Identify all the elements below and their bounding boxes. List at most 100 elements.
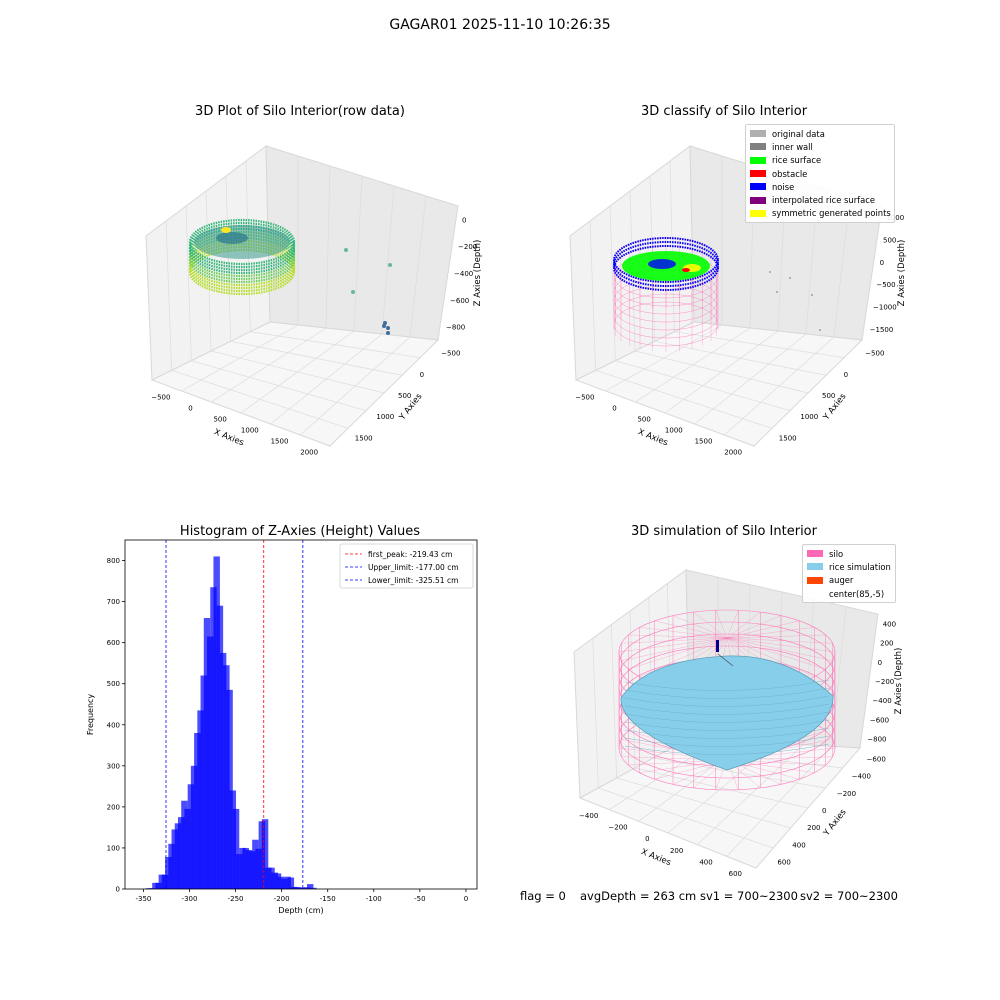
z-axis-label: Z Axies (Depth) [473,240,483,307]
z-tick-label: 400 [883,621,896,629]
silo-roof-spoke [621,637,728,661]
silo-roof-spoke [726,637,833,644]
grid-line [610,624,618,779]
histogram-bar [261,819,269,889]
silo-roof-spoke [726,637,826,670]
z-tick-label: 200 [880,640,893,648]
histogram-bar [281,878,288,889]
y-axis-label: Frequency [86,694,95,736]
axes-frame [124,539,478,890]
rice-mesh-line [624,711,830,723]
y-tick-label: 1500 [779,434,797,442]
silo-roof-spoke [628,634,728,639]
obstacle-patch [682,268,690,272]
z-tick-label: −800 [867,735,886,743]
legend-entry: interpolated rice surface [746,193,894,206]
classify-3d-plot: −500 0 500 1000 1500 2000 −500 0 500 1000 1500 1000… [569,145,907,457]
z-tick-label: −800 [446,324,465,332]
legend-label: Lower_limit: -325.51 cm [368,576,458,585]
histogram-bar [310,887,317,889]
histogram-bar [294,886,301,889]
y-tick-label: 700 [107,598,120,606]
silo-roof-spoke [715,610,728,639]
outlier-point [382,324,386,328]
outlier-point [351,290,355,294]
simulation-legend: silo rice simulation auger center(85,-5) [802,544,896,604]
silo-roof-spoke [726,620,800,639]
histogram-bar [300,887,307,889]
legend-swatch [807,590,823,598]
grid-line [589,220,597,371]
x-tick-label: 2000 [724,449,742,457]
y-tick-label: 0 [822,807,826,815]
y-tick-label: 400 [792,841,805,849]
histogram-bar [210,587,217,889]
y-tick-label: 100 [107,844,120,852]
z-axis-label: Z Axies (Depth) [897,240,907,307]
y-tick-label: 1500 [355,434,373,442]
silo-roof-spoke [621,637,728,644]
y-tick-label: 200 [107,803,120,811]
x-tick-label: 1500 [695,438,713,446]
legend-swatch [750,209,766,217]
legend-label: rice surface [772,155,822,166]
rice-mesh-line [624,695,830,707]
silo-roof-spoke [693,611,728,639]
y-tick-label: −400 [852,773,871,781]
outlier-point [344,248,348,252]
x-axis-label: X Axies [640,847,673,868]
noise-point [789,277,791,279]
x-tick-label: 0 [612,405,616,413]
histogram-bar [287,877,295,889]
legend-entry: noise [746,180,894,193]
grid-line [831,606,847,747]
x-tick-label: 400 [699,859,712,867]
y-tick-label: 500 [107,680,120,688]
y-tick-label: 500 [822,392,835,400]
x-tick-label: 500 [213,416,226,424]
x-tick-label: −500 [575,394,594,402]
silo-roof-spoke [726,627,815,639]
z-axis-label: Z Axies (Depth) [894,648,904,715]
rice-simulation-surface [620,655,834,771]
outlier-point [386,326,390,330]
histogram-bar [226,689,233,889]
outlier-point [386,331,390,335]
rice-mesh-line [624,727,830,739]
raw-point-cloud [188,218,392,335]
histogram-bar [171,829,178,889]
histogram-bar [174,823,182,889]
y-tick-label: −200 [837,790,856,798]
silo-roof-spoke [628,637,728,670]
outlier-point [388,263,392,267]
z-tick-label: 0 [878,659,882,667]
z-tick-label: 0 [880,259,884,267]
histogram-bar [258,821,266,889]
y-tick-label: 0 [844,371,848,379]
legend-entry: auger [803,574,895,587]
grid-line [381,185,395,335]
grid-line [185,205,192,361]
legend-entry: obstacle [746,167,894,180]
grid-line [325,165,331,329]
y-tick-label: −500 [865,350,884,358]
noise-ring [613,245,719,291]
histogram-bar [168,843,175,889]
histogram-bar [229,790,237,889]
simulation-3d-plot: −400 −200 0 200 400 600 −600 −400 −200 0 200 400 600… [573,569,904,878]
x-tick-label: −500 [151,394,170,402]
histogram-bar [245,849,253,889]
z-tick-label: 1000 [886,214,904,222]
x-tick-label: 2000 [300,449,318,457]
x-tick-label: 600 [729,870,742,878]
legend-entry: rice simulation [803,560,895,573]
cloud-dip [216,232,248,244]
histogram-legend [339,543,474,589]
y-tick-label: 1000 [376,413,394,421]
noise-point [769,271,771,273]
z-tick-label: −500 [876,281,895,289]
auger-arm [717,653,734,667]
y-tick-label: 0 [420,371,424,379]
legend-swatch [807,550,823,558]
raw-3d-plot: −500 0 500 1000 1500 2000 −500 0 500 1000 1500 0 −20… [145,145,483,457]
